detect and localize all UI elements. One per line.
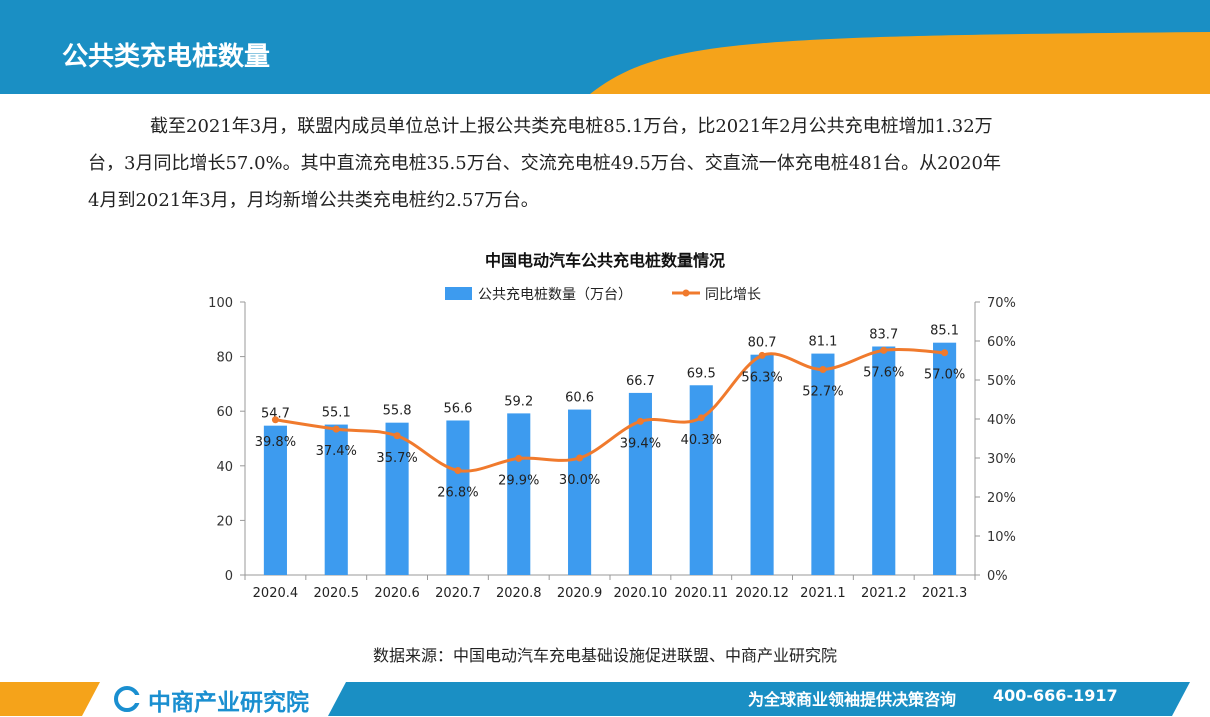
growth-value-label: 39.8% [255, 435, 296, 450]
bar-value-label: 81.1 [808, 335, 837, 350]
bar [811, 353, 835, 575]
growth-value-label: 29.9% [498, 473, 539, 488]
bar [324, 424, 348, 575]
chart-title: 中国电动汽车公共充电桩数量情况 [484, 251, 725, 270]
x-tick-label: 2020.4 [253, 586, 299, 601]
x-tick-label: 2020.8 [496, 586, 542, 601]
growth-value-label: 57.0% [924, 368, 965, 383]
x-tick-label: 2021.1 [800, 586, 846, 601]
bar-value-label: 85.1 [930, 324, 959, 339]
bar [568, 409, 592, 575]
growth-value-label: 39.4% [620, 436, 661, 451]
bar [385, 422, 409, 575]
y-right-tick-label: 50% [987, 374, 1016, 389]
growth-point [880, 346, 888, 354]
growth-value-label: 56.3% [741, 370, 782, 385]
growth-point [271, 416, 279, 424]
bar [263, 425, 287, 575]
paragraph-line-3: 4月到2021年3月，月均新增公共类充电桩约2.57万台。 [88, 190, 539, 211]
growth-point [576, 454, 584, 462]
bar-value-label: 55.1 [322, 406, 351, 421]
bar-value-label: 66.7 [626, 374, 655, 389]
growth-value-label: 52.7% [802, 384, 843, 399]
x-tick-label: 2020.12 [735, 586, 789, 601]
growth-point [819, 365, 827, 373]
footer-bar [0, 682, 1190, 716]
bar-value-label: 59.2 [504, 394, 533, 409]
x-tick-label: 2020.5 [314, 586, 360, 601]
y-left-tick-label: 40 [216, 460, 233, 475]
y-right-tick-label: 70% [987, 296, 1016, 311]
bar-value-label: 55.8 [383, 404, 412, 419]
x-tick-label: 2020.11 [674, 586, 728, 601]
bar-value-label: 80.7 [748, 336, 777, 351]
growth-value-label: 26.8% [437, 485, 478, 500]
growth-point [515, 454, 523, 462]
paragraph-line-2: 台，3月同比增长57.0%。其中直流充电桩35.5万台、交流充电桩49.5万台、… [88, 153, 1001, 174]
page-title: 公共类充电桩数量 [62, 42, 271, 72]
bar-value-label: 83.7 [869, 327, 898, 342]
y-left-tick-label: 0 [225, 569, 233, 584]
growth-point [393, 432, 401, 440]
growth-point [332, 425, 340, 433]
growth-point [758, 351, 766, 359]
y-left-tick-label: 60 [216, 405, 233, 420]
header-banner [0, 0, 1210, 94]
bar-value-label: 60.6 [565, 391, 594, 406]
bar [628, 392, 652, 575]
bar [507, 413, 531, 575]
y-left-tick-label: 20 [216, 514, 233, 529]
x-tick-label: 2021.3 [922, 586, 968, 601]
y-right-tick-label: 20% [987, 491, 1016, 506]
growth-point [636, 417, 644, 425]
bar [933, 342, 957, 575]
footer-slogan: 为全球商业领袖提供决策咨询 [748, 690, 957, 709]
y-right-tick-label: 0% [987, 569, 1008, 584]
bar [872, 346, 896, 575]
x-tick-label: 2020.9 [557, 586, 603, 601]
footer-logo: 中商产业研究院 [148, 690, 309, 716]
y-right-tick-label: 30% [987, 452, 1016, 467]
x-tick-label: 2020.6 [374, 586, 420, 601]
footer-phone: 400-666-1917 [993, 686, 1118, 705]
y-right-tick-label: 10% [987, 530, 1016, 545]
growth-point [697, 414, 705, 422]
growth-value-label: 57.6% [863, 365, 904, 380]
legend-line-marker [682, 289, 690, 297]
bar [446, 420, 470, 575]
bar-value-label: 69.5 [687, 366, 716, 381]
legend-line-label: 同比增长 [705, 287, 761, 303]
y-left-tick-label: 100 [208, 296, 233, 311]
legend-bar-label: 公共充电桩数量（万台） [478, 286, 632, 303]
x-tick-label: 2020.7 [435, 586, 481, 601]
x-tick-label: 2021.2 [861, 586, 907, 601]
y-right-tick-label: 60% [987, 335, 1016, 350]
x-tick-label: 2020.10 [614, 586, 668, 601]
growth-value-label: 37.4% [316, 444, 357, 459]
legend-bar-swatch [445, 287, 472, 300]
growth-value-label: 40.3% [681, 433, 722, 448]
data-source: 数据来源：中国电动汽车充电基础设施促进联盟、中商产业研究院 [372, 646, 837, 665]
y-right-tick-label: 40% [987, 413, 1016, 428]
growth-point [454, 466, 462, 474]
growth-value-label: 30.0% [559, 473, 600, 488]
y-left-tick-label: 80 [216, 351, 233, 366]
bar [750, 354, 774, 575]
paragraph-line-1: 截至2021年3月，联盟内成员单位总计上报公共类充电桩85.1万台，比2021年… [150, 116, 993, 137]
bar-value-label: 56.6 [443, 401, 472, 416]
bar-value-label: 54.7 [261, 407, 290, 422]
bar [689, 385, 713, 575]
growth-value-label: 35.7% [376, 451, 417, 466]
summary-paragraph: 截至2021年3月，联盟内成员单位总计上报公共类充电桩85.1万台，比2021年… [88, 108, 1128, 219]
growth-point [941, 349, 949, 357]
